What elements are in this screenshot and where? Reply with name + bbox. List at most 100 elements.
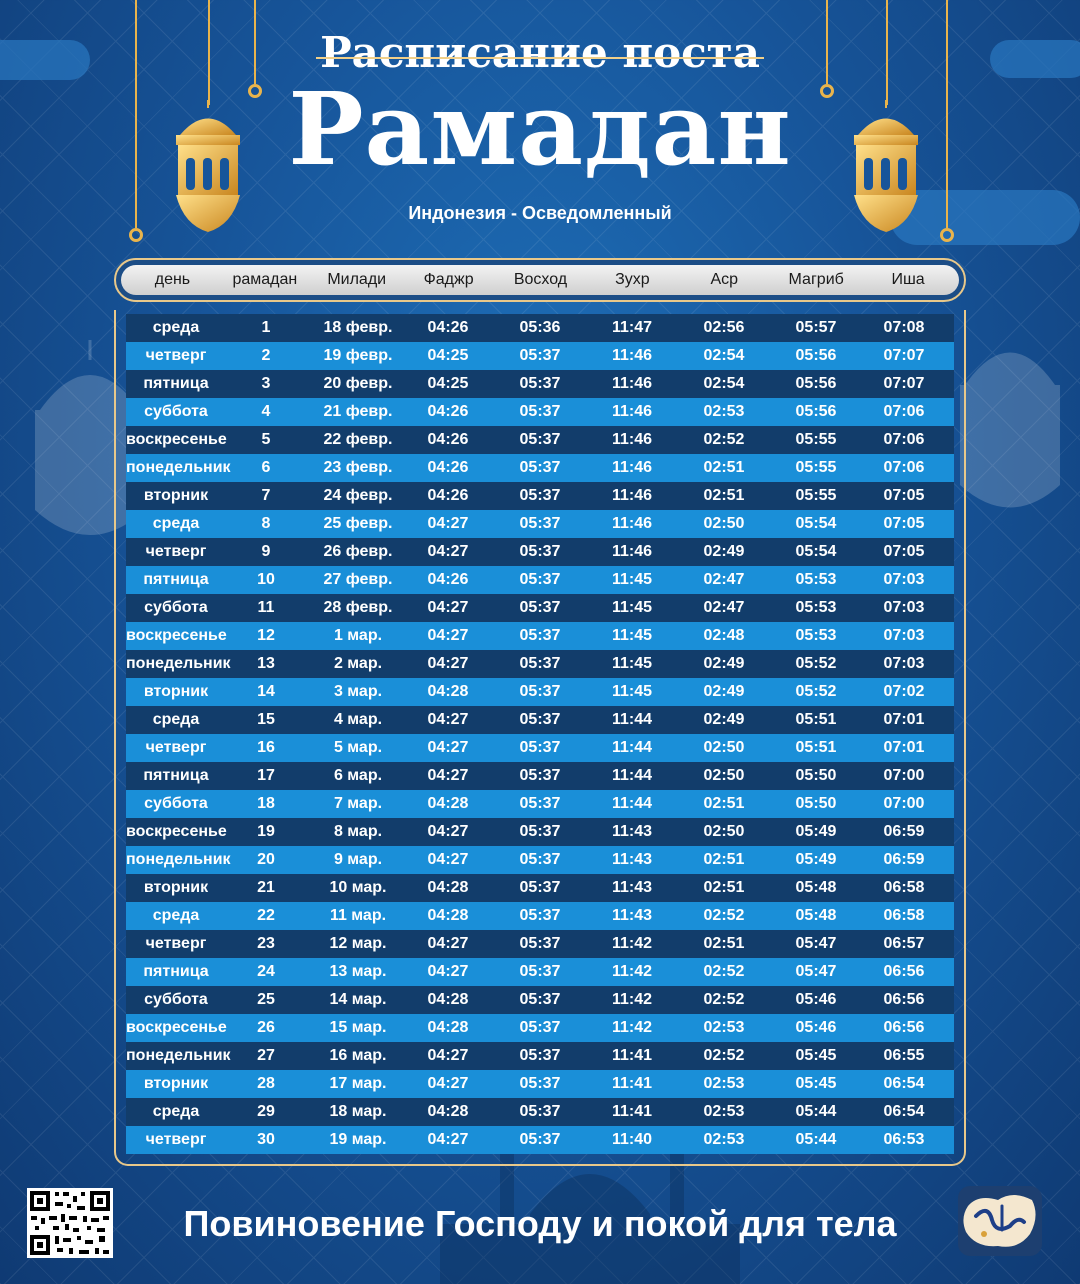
cell-dhuhr: 11:45: [611, 683, 653, 700]
location-label: Индонезия - Осведомленный: [408, 203, 672, 223]
cell-fajr: 04:27: [427, 963, 469, 980]
cell-isha: 06:59: [883, 823, 925, 840]
cell-maghrib: 05:55: [795, 431, 837, 448]
cell-sunrise: 05:37: [519, 1131, 561, 1148]
cell-sunrise: 05:37: [519, 375, 561, 392]
lantern-icon: [854, 100, 918, 232]
hanging-string: [826, 0, 828, 84]
cell-maghrib: 05:49: [795, 851, 837, 868]
hanging-string: [135, 0, 137, 228]
cell-asr: 02:51: [703, 935, 745, 952]
cell-day: среда: [152, 711, 200, 728]
cell-day: суббота: [144, 795, 208, 812]
table-row: четверг 2 19 февр. 04:25 05:37 11:46 02:54 05:5…: [126, 342, 954, 370]
cell-ramadan: 15: [257, 711, 275, 728]
cell-dhuhr: 11:47: [611, 319, 653, 336]
cell-day: вторник: [143, 1075, 209, 1092]
cell-isha: 07:07: [883, 347, 925, 364]
cell-ramadan: 29: [257, 1103, 275, 1120]
cell-isha: 07:05: [883, 487, 925, 504]
cell-fajr: 04:28: [427, 683, 469, 700]
cell-maghrib: 05:49: [795, 823, 837, 840]
column-header-isha: Иша: [891, 271, 925, 288]
cell-ramadan: 25: [257, 991, 275, 1008]
column-header-asr: Аср: [710, 271, 739, 288]
cell-asr: 02:47: [703, 599, 745, 616]
cell-gregorian: 22 февр.: [323, 431, 393, 448]
cell-sunrise: 05:37: [519, 795, 561, 812]
table-row: вторник 7 24 февр. 04:26 05:37 11:46 02:51 05:5…: [126, 482, 954, 510]
cell-maghrib: 05:51: [795, 739, 837, 756]
cell-dhuhr: 11:43: [611, 823, 653, 840]
cell-asr: 02:51: [703, 879, 745, 896]
cell-sunrise: 05:37: [519, 431, 561, 448]
cell-isha: 07:01: [883, 739, 925, 756]
cell-day: пятница: [143, 375, 209, 392]
cell-gregorian: 19 мар.: [329, 1131, 387, 1148]
cell-gregorian: 26 февр.: [323, 543, 393, 560]
cell-ramadan: 9: [261, 543, 271, 560]
cell-asr: 02:56: [703, 319, 745, 336]
cell-day: среда: [152, 515, 200, 532]
table-row: четверг 23 12 мар. 04:27 05:37 11:42 02:51 05:4…: [126, 930, 954, 958]
cell-maghrib: 05:56: [795, 347, 837, 364]
cell-ramadan: 28: [257, 1075, 275, 1092]
cell-gregorian: 21 февр.: [323, 403, 393, 420]
cell-gregorian: 18 февр.: [323, 319, 393, 336]
cell-sunrise: 05:36: [519, 319, 561, 336]
cell-dhuhr: 11:46: [611, 403, 653, 420]
cell-fajr: 04:25: [427, 375, 469, 392]
cell-fajr: 04:26: [427, 459, 469, 476]
cell-maghrib: 05:55: [795, 459, 837, 476]
hanging-string: [946, 0, 948, 228]
cell-day: понедельник: [126, 459, 231, 476]
cell-sunrise: 05:37: [519, 739, 561, 756]
cell-day: пятница: [143, 571, 209, 588]
cell-dhuhr: 11:43: [611, 907, 653, 924]
cell-ramadan: 20: [257, 851, 275, 868]
cell-fajr: 04:26: [427, 487, 469, 504]
cell-maghrib: 05:46: [795, 1019, 837, 1036]
cell-day: суббота: [144, 991, 208, 1008]
cell-sunrise: 05:37: [519, 627, 561, 644]
lantern-icon: [960, 352, 1060, 508]
cell-gregorian: 23 февр.: [323, 459, 393, 476]
cell-maghrib: 05:48: [795, 907, 837, 924]
cell-isha: 06:55: [883, 1047, 925, 1064]
table-row: воскресенье 5 22 февр. 04:26 05:37 11:46 02:52…: [126, 426, 954, 454]
cell-maghrib: 05:48: [795, 879, 837, 896]
cell-isha: 07:00: [883, 795, 925, 812]
cell-gregorian: 3 мар.: [333, 683, 383, 700]
cell-sunrise: 05:37: [519, 1019, 561, 1036]
table-row: среда 8 25 февр. 04:27 05:37 11:46 02:50 05:54 0…: [126, 510, 954, 538]
cell-dhuhr: 11:46: [611, 543, 653, 560]
cell-sunrise: 05:37: [519, 487, 561, 504]
cloud-decoration: [890, 190, 1080, 245]
cell-sunrise: 05:37: [519, 403, 561, 420]
app-logo-icon: [958, 1186, 1042, 1256]
cell-ramadan: 6: [261, 459, 271, 476]
cell-asr: 02:53: [703, 1075, 745, 1092]
cell-isha: 07:07: [883, 375, 925, 392]
cell-ramadan: 10: [257, 571, 275, 588]
cell-sunrise: 05:37: [519, 711, 561, 728]
cell-maghrib: 05:52: [795, 683, 837, 700]
cell-gregorian: 11 мар.: [329, 907, 387, 924]
cell-fajr: 04:26: [427, 431, 469, 448]
cell-fajr: 04:27: [427, 655, 469, 672]
cell-day: воскресенье: [126, 627, 227, 644]
cell-dhuhr: 11:46: [611, 487, 653, 504]
cell-dhuhr: 11:44: [611, 711, 653, 728]
cell-gregorian: 13 мар.: [329, 963, 387, 980]
cell-day: пятница: [143, 963, 209, 980]
cell-dhuhr: 11:46: [611, 347, 653, 364]
cell-asr: 02:52: [703, 431, 745, 448]
cell-gregorian: 5 мар.: [333, 739, 383, 756]
table-row: суббота 25 14 мар. 04:28 05:37 11:42 02:52 05:4…: [126, 986, 954, 1014]
cell-dhuhr: 11:45: [611, 655, 653, 672]
column-header-maghrib: Магриб: [788, 271, 844, 288]
page-title: Рамадан: [288, 70, 792, 188]
cell-day: воскресенье: [126, 431, 227, 448]
cell-day: среда: [152, 319, 200, 336]
cell-maghrib: 05:44: [795, 1131, 837, 1148]
